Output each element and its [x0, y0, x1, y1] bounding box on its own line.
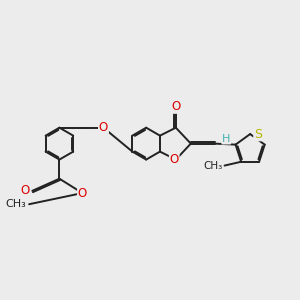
- Text: CH₃: CH₃: [203, 160, 222, 171]
- Text: CH₃: CH₃: [6, 199, 27, 209]
- Text: H: H: [222, 134, 230, 144]
- Text: O: O: [169, 153, 179, 166]
- Text: O: O: [171, 100, 181, 113]
- Text: CH₃: CH₃: [203, 160, 223, 171]
- Text: O: O: [78, 187, 87, 200]
- Text: S: S: [254, 128, 262, 141]
- Text: O: O: [99, 121, 108, 134]
- Text: O: O: [20, 184, 29, 197]
- Text: O: O: [99, 121, 108, 134]
